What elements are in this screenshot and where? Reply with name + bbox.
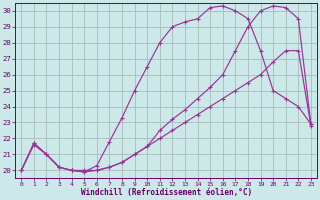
X-axis label: Windchill (Refroidissement éolien,°C): Windchill (Refroidissement éolien,°C): [81, 188, 252, 197]
